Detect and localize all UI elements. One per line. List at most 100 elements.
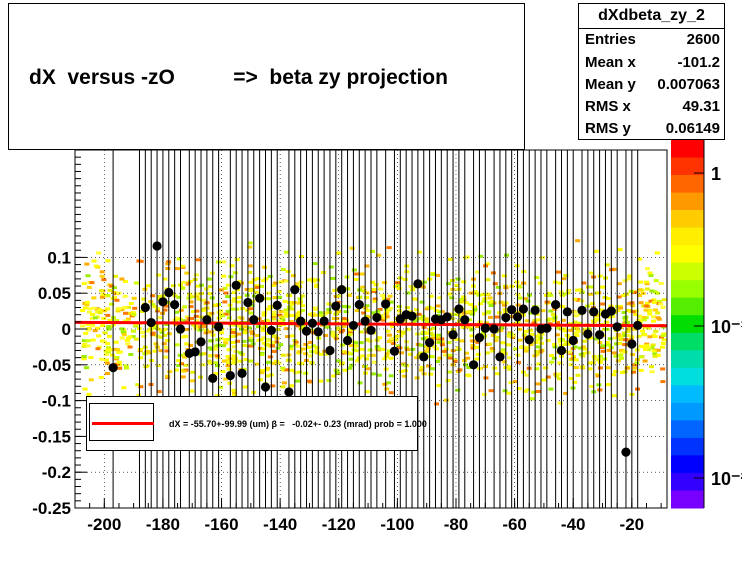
data-point: [225, 370, 235, 381]
histogram-bin: [117, 306, 123, 310]
histogram-bin: [191, 310, 197, 313]
histogram-bin: [502, 303, 507, 307]
histogram-bin: [572, 320, 578, 324]
legend-line-swatch: [92, 422, 154, 425]
histogram-bin: [90, 324, 95, 328]
histogram-bin: [494, 315, 500, 319]
histogram-bin: [232, 357, 238, 360]
histogram-bin: [271, 313, 277, 317]
histogram-bin: [472, 307, 478, 311]
histogram-bin: [215, 356, 221, 360]
histogram-bin: [101, 316, 107, 320]
stats-label: RMS x: [585, 98, 631, 115]
histogram-bin: [616, 334, 621, 338]
histogram-bin: [488, 304, 494, 307]
histogram-bin: [364, 309, 370, 312]
histogram-bin: [643, 347, 648, 351]
histogram-bin: [589, 385, 595, 388]
histogram-bin: [277, 313, 283, 317]
histogram-bin: [98, 375, 104, 379]
histogram-bin: [254, 284, 260, 288]
histogram-bin: [249, 330, 255, 334]
histogram-bin: [222, 300, 228, 304]
histogram-bin: [630, 304, 636, 308]
histogram-bin: [219, 314, 225, 318]
histogram-bin: [649, 370, 655, 374]
histogram-bin: [162, 333, 168, 337]
histogram-bin: [300, 324, 306, 328]
palette-cell: [671, 157, 704, 176]
histogram-bin: [232, 359, 238, 363]
histogram-bin: [297, 370, 303, 374]
histogram-bin: [200, 363, 206, 367]
histogram-bin: [201, 352, 207, 356]
histogram-bin: [651, 349, 657, 353]
histogram-bin: [357, 381, 363, 385]
histogram-bin: [218, 385, 224, 389]
histogram-bin: [341, 324, 347, 328]
histogram-bin: [283, 312, 289, 316]
data-point: [140, 302, 150, 313]
palette-cell: [671, 367, 704, 386]
histogram-bin: [361, 289, 367, 293]
histogram-bin: [560, 305, 566, 309]
histogram-bin: [174, 267, 180, 271]
histogram-bin: [481, 299, 487, 303]
histogram-bin: [221, 274, 227, 278]
histogram-bin: [122, 319, 128, 323]
histogram-bin: [381, 297, 387, 301]
x-tick-label: -180: [146, 515, 180, 534]
histogram-bin: [180, 264, 186, 268]
histogram-bin: [241, 339, 247, 343]
histogram-bin: [116, 291, 122, 295]
histogram-bin: [651, 319, 656, 323]
histogram-bin: [575, 298, 581, 302]
histogram-bin: [354, 309, 360, 313]
histogram-bin: [164, 349, 170, 353]
histogram-bin: [554, 374, 560, 378]
histogram-bin: [82, 387, 88, 391]
histogram-bin: [260, 326, 266, 330]
histogram-bin: [606, 383, 611, 387]
histogram-bin: [641, 316, 647, 319]
histogram-bin: [299, 294, 305, 298]
histogram-bin: [506, 391, 512, 395]
histogram-bin: [660, 342, 666, 346]
histogram-bin: [484, 351, 490, 355]
histogram-bin: [600, 344, 606, 348]
histogram-bin: [290, 274, 296, 278]
histogram-bin: [283, 314, 289, 318]
histogram-bin: [492, 282, 498, 286]
histogram-bin: [637, 314, 643, 318]
histogram-bin: [114, 298, 120, 302]
histogram-bin: [420, 314, 426, 318]
histogram-bin: [644, 301, 650, 305]
histogram-bin: [247, 289, 253, 292]
histogram-bin: [193, 327, 199, 331]
histogram-bin: [150, 303, 156, 307]
histogram-bin: [466, 366, 472, 369]
stats-row-mean-x: Mean x -101.2: [585, 52, 720, 74]
histogram-bin: [221, 344, 227, 348]
y-tick-label: 0.05: [38, 284, 71, 303]
histogram-bin: [389, 337, 395, 341]
histogram-bin: [626, 334, 632, 338]
histogram-bin: [641, 318, 647, 322]
histogram-bin: [372, 297, 378, 301]
histogram-bin: [483, 321, 489, 325]
histogram-bin: [649, 365, 654, 369]
histogram-bin: [180, 286, 186, 290]
data-point: [413, 279, 423, 289]
histogram-bin: [232, 271, 238, 275]
histogram-bin: [314, 278, 320, 282]
histogram-bin: [366, 353, 372, 357]
histogram-bin: [535, 318, 541, 322]
histogram-bin: [560, 318, 566, 322]
palette-cell: [671, 385, 704, 404]
histogram-bin: [190, 379, 196, 383]
histogram-bin: [276, 290, 282, 294]
histogram-bin: [578, 288, 584, 292]
histogram-bin: [572, 380, 578, 384]
histogram-bin: [271, 317, 277, 321]
histogram-bin: [622, 343, 628, 347]
